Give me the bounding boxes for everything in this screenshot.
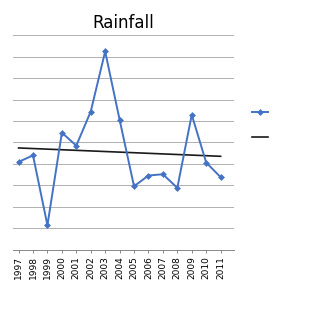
Title: Rainfall: Rainfall [92, 14, 154, 32]
Legend: , : , [252, 106, 271, 145]
